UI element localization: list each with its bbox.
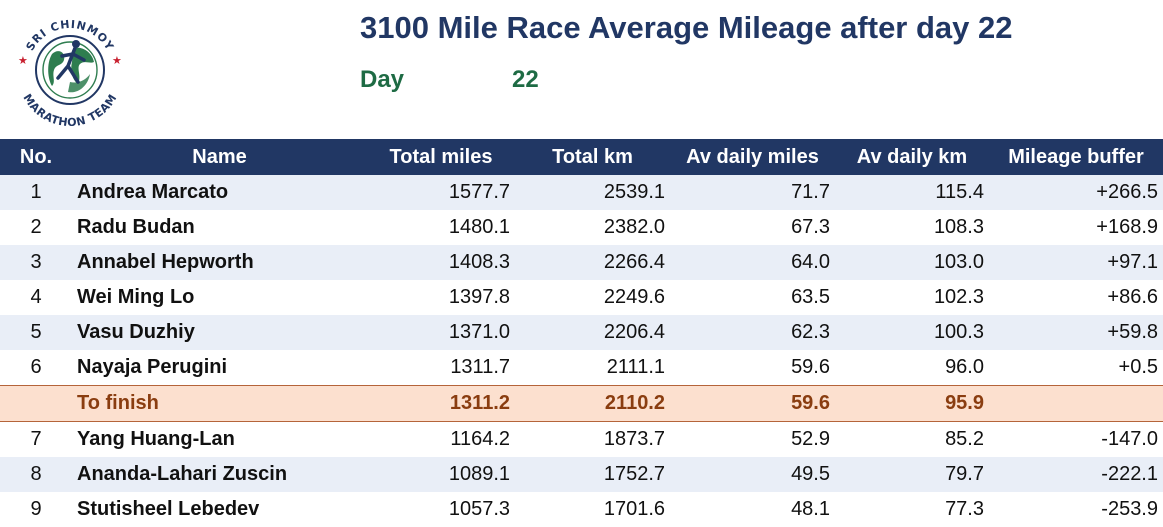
table-row: 8 Ananda-Lahari Zuscin 1089.1 1752.7 49.… bbox=[0, 457, 1163, 492]
cell-name: Yang Huang-Lan bbox=[72, 421, 367, 457]
cell-name: Nayaja Perugini bbox=[72, 350, 367, 386]
cell-total-km: 2249.6 bbox=[515, 280, 670, 315]
cell-name: Ananda-Lahari Zuscin bbox=[72, 457, 367, 492]
cell-no: 4 bbox=[0, 280, 72, 315]
cell-name: Vasu Duzhiy bbox=[72, 315, 367, 350]
table-row: 9 Stutisheel Lebedev 1057.3 1701.6 48.1 … bbox=[0, 492, 1163, 527]
cell-mileage-buffer: +59.8 bbox=[989, 315, 1163, 350]
cell-no: 5 bbox=[0, 315, 72, 350]
cell-av-daily-miles: 48.1 bbox=[670, 492, 835, 527]
cell-av-daily-km: 96.0 bbox=[835, 350, 989, 386]
table-header-row: No. Name Total miles Total km Av daily m… bbox=[0, 139, 1163, 175]
cell-total-km: 1701.6 bbox=[515, 492, 670, 527]
cell-no: 9 bbox=[0, 492, 72, 527]
cell-av-daily-km: 115.4 bbox=[835, 175, 989, 210]
cell-av-daily-miles: 67.3 bbox=[670, 210, 835, 245]
svg-text:★: ★ bbox=[112, 55, 122, 67]
cell-total-miles: 1089.1 bbox=[367, 457, 515, 492]
table-row: 3 Annabel Hepworth 1408.3 2266.4 64.0 10… bbox=[0, 245, 1163, 280]
column-header-name: Name bbox=[72, 139, 367, 175]
cell-av-daily-km: 85.2 bbox=[835, 421, 989, 457]
results-table: No. Name Total miles Total km Av daily m… bbox=[0, 139, 1163, 527]
cell-av-daily-km: 79.7 bbox=[835, 457, 989, 492]
cell-mileage-buffer: +97.1 bbox=[989, 245, 1163, 280]
cell-av-daily-km: 102.3 bbox=[835, 280, 989, 315]
cell-av-daily-km: 77.3 bbox=[835, 492, 989, 527]
cell-mileage-buffer: +266.5 bbox=[989, 175, 1163, 210]
cell-no: 1 bbox=[0, 175, 72, 210]
cell-total-km: 2266.4 bbox=[515, 245, 670, 280]
cell-total-km: 2110.2 bbox=[515, 385, 670, 422]
cell-name: Annabel Hepworth bbox=[72, 245, 367, 280]
cell-av-daily-km: 108.3 bbox=[835, 210, 989, 245]
cell-total-km: 2206.4 bbox=[515, 315, 670, 350]
table-row: 6 Nayaja Perugini 1311.7 2111.1 59.6 96.… bbox=[0, 350, 1163, 386]
cell-total-km: 2539.1 bbox=[515, 175, 670, 210]
cell-mileage-buffer: -147.0 bbox=[989, 421, 1163, 457]
column-header-mileage-buffer: Mileage buffer bbox=[989, 139, 1163, 175]
cell-no: 2 bbox=[0, 210, 72, 245]
table-row: 4 Wei Ming Lo 1397.8 2249.6 63.5 102.3 +… bbox=[0, 280, 1163, 315]
cell-av-daily-miles: 63.5 bbox=[670, 280, 835, 315]
cell-av-daily-miles: 52.9 bbox=[670, 421, 835, 457]
table-row: 7 Yang Huang-Lan 1164.2 1873.7 52.9 85.2… bbox=[0, 421, 1163, 457]
cell-name: Andrea Marcato bbox=[72, 175, 367, 210]
cell-av-daily-miles: 71.7 bbox=[670, 175, 835, 210]
column-header-av-daily-miles: Av daily miles bbox=[670, 139, 835, 175]
cell-mileage-buffer bbox=[989, 385, 1163, 422]
cell-total-miles: 1577.7 bbox=[367, 175, 515, 210]
cell-mileage-buffer: -222.1 bbox=[989, 457, 1163, 492]
cell-name: To finish bbox=[72, 385, 367, 422]
column-header-total-km: Total km bbox=[515, 139, 670, 175]
cell-total-miles: 1408.3 bbox=[367, 245, 515, 280]
day-value: 22 bbox=[512, 66, 539, 93]
cell-total-miles: 1164.2 bbox=[367, 421, 515, 457]
cell-total-km: 2382.0 bbox=[515, 210, 670, 245]
cell-total-miles: 1311.2 bbox=[367, 385, 515, 422]
to-finish-row: To finish 1311.2 2110.2 59.6 95.9 bbox=[0, 385, 1163, 422]
sri-chinmoy-marathon-team-logo: SRI CHINMOY MARATHON TEAM ★ ★ bbox=[18, 18, 122, 126]
cell-total-km: 1873.7 bbox=[515, 421, 670, 457]
cell-total-miles: 1057.3 bbox=[367, 492, 515, 527]
cell-av-daily-km: 100.3 bbox=[835, 315, 989, 350]
table-row: 1 Andrea Marcato 1577.7 2539.1 71.7 115.… bbox=[0, 175, 1163, 210]
cell-total-miles: 1371.0 bbox=[367, 315, 515, 350]
column-header-no: No. bbox=[0, 139, 72, 175]
day-label: Day bbox=[360, 66, 405, 93]
cell-mileage-buffer: +0.5 bbox=[989, 350, 1163, 386]
cell-mileage-buffer: +168.9 bbox=[989, 210, 1163, 245]
cell-no: 8 bbox=[0, 457, 72, 492]
cell-av-daily-miles: 62.3 bbox=[670, 315, 835, 350]
column-header-total-miles: Total miles bbox=[367, 139, 515, 175]
cell-no: 7 bbox=[0, 421, 72, 457]
cell-total-km: 1752.7 bbox=[515, 457, 670, 492]
cell-no: 6 bbox=[0, 350, 72, 386]
cell-av-daily-miles: 59.6 bbox=[670, 385, 835, 422]
cell-name: Radu Budan bbox=[72, 210, 367, 245]
cell-mileage-buffer: -253.9 bbox=[989, 492, 1163, 527]
cell-name: Stutisheel Lebedev bbox=[72, 492, 367, 527]
column-header-av-daily-km: Av daily km bbox=[835, 139, 989, 175]
page-title: 3100 Mile Race Average Mileage after day… bbox=[360, 10, 1013, 45]
cell-mileage-buffer: +86.6 bbox=[989, 280, 1163, 315]
cell-av-daily-km: 103.0 bbox=[835, 245, 989, 280]
cell-total-miles: 1311.7 bbox=[367, 350, 515, 386]
cell-no: 3 bbox=[0, 245, 72, 280]
cell-av-daily-miles: 59.6 bbox=[670, 350, 835, 386]
cell-name: Wei Ming Lo bbox=[72, 280, 367, 315]
table-row: 5 Vasu Duzhiy 1371.0 2206.4 62.3 100.3 +… bbox=[0, 315, 1163, 350]
svg-text:★: ★ bbox=[18, 55, 28, 67]
cell-av-daily-miles: 64.0 bbox=[670, 245, 835, 280]
cell-total-miles: 1397.8 bbox=[367, 280, 515, 315]
cell-av-daily-miles: 49.5 bbox=[670, 457, 835, 492]
cell-total-miles: 1480.1 bbox=[367, 210, 515, 245]
cell-total-km: 2111.1 bbox=[515, 350, 670, 386]
cell-no bbox=[0, 385, 72, 422]
cell-av-daily-km: 95.9 bbox=[835, 385, 989, 422]
table-row: 2 Radu Budan 1480.1 2382.0 67.3 108.3 +1… bbox=[0, 210, 1163, 245]
